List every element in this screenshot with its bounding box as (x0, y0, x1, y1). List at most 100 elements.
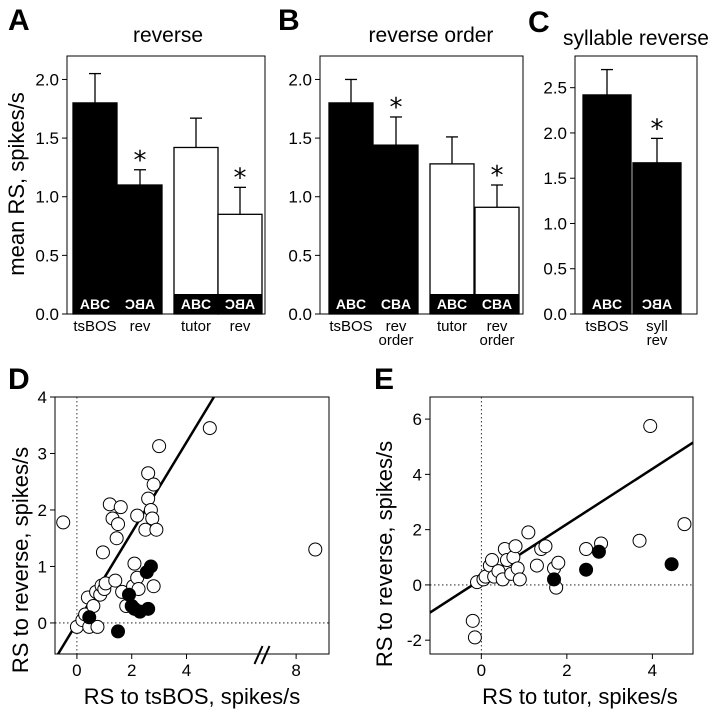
y-tick-label: 2 (413, 521, 422, 540)
data-point-open (467, 630, 482, 645)
category-label: tutor (437, 318, 467, 335)
y-tick-label: 2.0 (35, 70, 59, 89)
chart-b-frame (319, 55, 524, 315)
data-point-open (149, 522, 164, 537)
data-point-filled (591, 544, 606, 559)
data-point-open (108, 573, 123, 588)
category-label: rev (230, 318, 251, 335)
bar-label-background (218, 294, 262, 314)
y-tick-label: 1.0 (543, 214, 567, 233)
bar-stimulus-label: ABC (642, 296, 672, 312)
bar-stimulus-label: ABC (80, 296, 110, 312)
x-tick-label: 4 (648, 661, 657, 680)
y-tick-label: 4 (38, 388, 47, 407)
panel-label-b: B (278, 4, 300, 37)
chart-d-frame (54, 396, 330, 655)
data-point-open (308, 542, 323, 557)
data-point-open (632, 533, 647, 548)
chart-a-frame (66, 55, 266, 315)
bar (373, 144, 419, 315)
bar-label-background (174, 294, 218, 314)
data-point-open (56, 515, 71, 530)
bar-label-background (430, 294, 474, 314)
category-label: tsBOS (73, 318, 116, 335)
bar-stimulus-label: ABC (181, 296, 211, 312)
bar (632, 162, 682, 315)
data-point-open (485, 553, 500, 568)
data-point-open (152, 439, 167, 454)
panel-label-a: A (8, 4, 30, 37)
data-point-open (202, 421, 217, 436)
data-point-open (111, 517, 126, 532)
data-point-open (146, 579, 161, 594)
bar (429, 163, 475, 315)
y-tick-label: 2 (38, 501, 47, 520)
data-point-filled (547, 572, 562, 587)
y-tick-label: 0.0 (543, 305, 567, 324)
data-point-open (643, 419, 658, 434)
bar-stimulus-label: ABC (336, 296, 366, 312)
chart-a-ylabel: mean RS, spikes/s (4, 92, 29, 275)
y-tick-label: -2 (407, 631, 422, 650)
data-point-open (141, 466, 156, 481)
category-label: rev (647, 332, 668, 349)
bar-stimulus-label: ABC (592, 296, 622, 312)
data-point-filled (579, 562, 594, 577)
x-tick-label: 2 (127, 661, 136, 680)
bar-stimulus-label: ABC (125, 296, 155, 312)
data-point-filled (143, 559, 158, 574)
data-point-open (109, 531, 124, 546)
chart-d-ylabel: RS to reverse, spikes/s (8, 447, 33, 673)
bar-stimulus-label: CBA (482, 296, 512, 312)
bar-stimulus-label: ABC (437, 296, 467, 312)
y-tick-label: 0.0 (288, 305, 312, 324)
data-point-open (677, 517, 692, 532)
data-point-open (465, 613, 480, 628)
bar (173, 146, 219, 315)
y-tick-label: 1.0 (288, 188, 312, 207)
data-point-filled (82, 610, 97, 625)
bar (328, 102, 374, 315)
category-label: order (378, 332, 413, 349)
data-point-open (113, 500, 128, 515)
x-tick-label: 2 (562, 661, 571, 680)
y-tick-label: 0.5 (35, 246, 59, 265)
data-point-filled (664, 557, 679, 572)
y-tick-label: 6 (413, 410, 422, 429)
category-label: syll (646, 318, 668, 335)
bar-label-background (475, 294, 519, 314)
data-point-filled (111, 624, 126, 639)
y-tick-label: 1 (38, 557, 47, 576)
significance-star: * (491, 161, 504, 191)
chart-c-title: syllable reverse (563, 27, 709, 50)
bar (117, 184, 163, 315)
x-tick-label: 4 (182, 661, 191, 680)
significance-star: * (234, 163, 247, 193)
panel-label-e: E (374, 363, 394, 396)
category-label: rev (487, 318, 508, 335)
x-tick-label: 0 (72, 661, 81, 680)
data-point-open (90, 619, 105, 634)
significance-star: * (390, 93, 403, 123)
chart-e-xlabel: RS to tutor, spikes/s (482, 684, 678, 709)
axis-break-mark (253, 645, 264, 665)
chart-b-title: reverse order (369, 24, 494, 47)
chart-d-xlabel: RS to tsBOS, spikes/s (84, 684, 300, 709)
bar-stimulus-label: CBA (381, 296, 411, 312)
chart-e-ylabel: RS to reverse, spikes/s (372, 441, 397, 667)
y-tick-label: 1.5 (35, 129, 59, 148)
data-point-open (95, 545, 110, 560)
y-tick-label: 3 (38, 444, 47, 463)
data-point-open (130, 508, 145, 523)
y-tick-label: 2.5 (543, 79, 567, 98)
chart-a-title: reverse (133, 24, 203, 47)
category-label: rev (386, 318, 407, 335)
panel-label-d: D (8, 363, 30, 396)
data-point-open (508, 539, 523, 554)
data-point-open (529, 558, 544, 573)
panel-label-c: C (528, 6, 550, 39)
data-point-open (551, 555, 566, 570)
y-tick-label: 2.0 (543, 124, 567, 143)
data-point-open (512, 572, 527, 587)
